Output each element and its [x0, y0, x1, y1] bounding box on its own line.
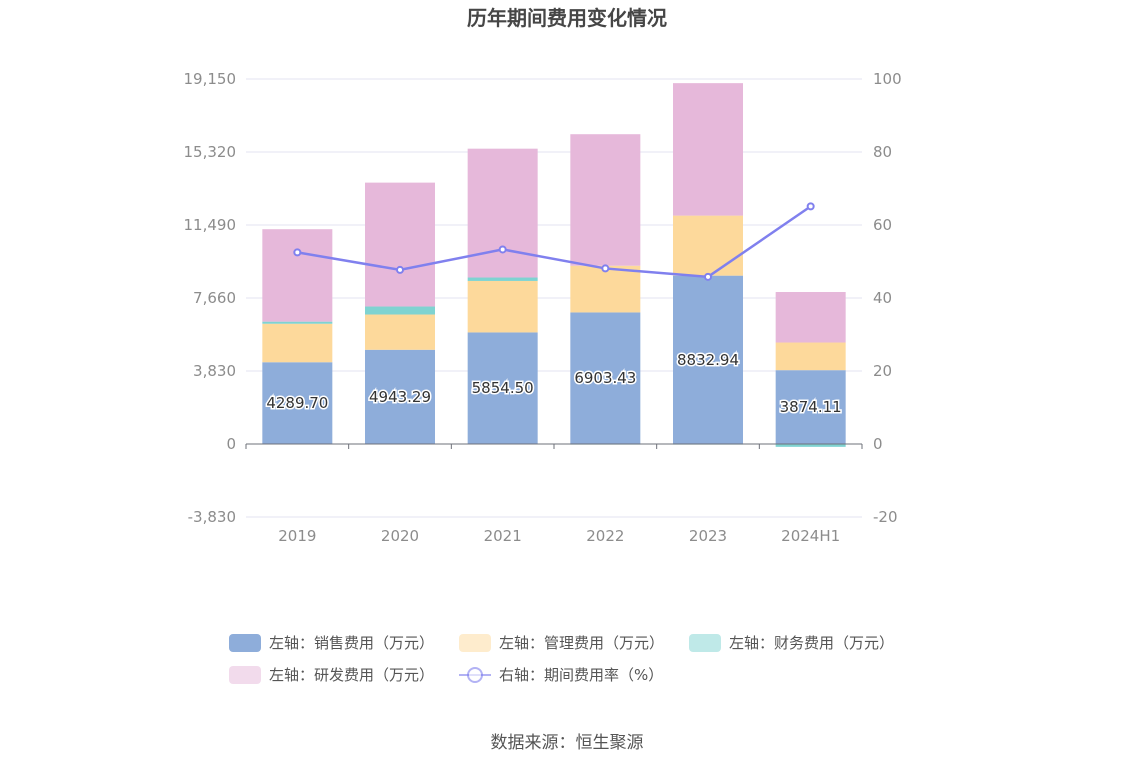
y-left-tick-label: -3,830	[188, 508, 236, 526]
legend-item[interactable]: 左轴：财务费用（万元）	[689, 634, 894, 652]
x-tick-label: 2023	[689, 527, 727, 545]
y-right-tick-label: 100	[873, 70, 902, 88]
legend-label: 左轴：财务费用（万元）	[729, 634, 894, 652]
x-axis	[245, 443, 863, 449]
bar-segment	[365, 182, 435, 307]
y-left-tick-label: 19,150	[184, 70, 237, 88]
x-axis-labels: 2019 2020 2021 2022 2023 2024H1	[278, 527, 840, 545]
rate-point	[601, 264, 610, 273]
bar-segment	[570, 134, 641, 266]
legend-item[interactable]: 左轴：管理费用（万元）	[459, 634, 664, 652]
rate-line	[293, 202, 815, 281]
y-right-tick-label: 80	[873, 143, 892, 161]
y-right-tick-label: -20	[873, 508, 898, 526]
y-axis-right: -20 0 20 40 60 80 100	[873, 70, 902, 526]
bar-segment	[467, 148, 538, 278]
bar-segment	[262, 321, 333, 324]
bar-segment	[262, 362, 333, 444]
legend-swatch	[689, 634, 721, 652]
y-left-tick-label: 15,320	[184, 143, 237, 161]
legend-item[interactable]: 右轴：期间费用率（%）	[459, 666, 663, 684]
x-tick-label: 2021	[484, 527, 522, 545]
y-left-tick-label: 0	[226, 435, 236, 453]
legend-item[interactable]: 左轴：销售费用（万元）	[229, 634, 434, 652]
bar-value-label: 6903.43	[574, 369, 636, 387]
bar-segment	[262, 229, 333, 322]
x-tick-label: 2020	[381, 527, 419, 545]
y-axis-left: -3,830 0 3,830 7,660 11,490 15,320 19,150	[184, 70, 237, 526]
y-right-tick-label: 40	[873, 289, 892, 307]
bar-segment	[365, 306, 435, 315]
legend-label: 左轴：销售费用（万元）	[269, 634, 434, 652]
y-left-tick-label: 7,660	[193, 289, 236, 307]
bar-value-label: 3874.11	[780, 398, 842, 416]
rate-point	[396, 265, 404, 274]
bar-value-label: 8832.94	[677, 351, 739, 369]
rate-point	[704, 272, 712, 281]
legend-item[interactable]: 左轴：研发费用（万元）	[229, 666, 434, 684]
y-left-tick-label: 3,830	[193, 362, 236, 380]
y-right-tick-label: 60	[873, 216, 892, 234]
y-left-tick-label: 11,490	[184, 216, 237, 234]
legend-label: 左轴：研发费用（万元）	[269, 666, 434, 684]
chart-title: 历年期间费用变化情况	[467, 6, 667, 30]
data-source: 数据来源：恒生聚源	[491, 733, 644, 753]
bar-value-label: 5854.50	[472, 379, 534, 397]
rate-point	[498, 245, 507, 254]
x-tick-label: 2019	[278, 527, 316, 545]
bar-segment	[365, 314, 435, 350]
bar-segment	[262, 323, 333, 363]
y-right-tick-label: 0	[873, 435, 883, 453]
rate-line-path	[297, 205, 812, 279]
bar-segment	[673, 83, 743, 216]
legend-label: 右轴：期间费用率（%）	[499, 666, 663, 684]
bar-segment	[775, 370, 846, 444]
bar-segment	[570, 312, 641, 444]
bar-segment	[775, 444, 846, 447]
bar-value-label: 4943.29	[369, 388, 431, 406]
bar-segment	[365, 349, 435, 444]
rate-point	[293, 248, 302, 257]
legend-marker	[467, 667, 483, 683]
bar-segment	[467, 280, 538, 333]
bars	[262, 83, 846, 447]
legend-swatch	[229, 666, 261, 684]
bar-segment	[570, 265, 641, 313]
x-tick-label: 2022	[586, 527, 624, 545]
bar-segment	[673, 275, 743, 444]
legend-swatch	[229, 634, 261, 652]
bar-segment	[467, 332, 538, 444]
y-right-tick-label: 20	[873, 362, 892, 380]
bar-segment	[775, 292, 846, 343]
gridlines	[246, 78, 862, 518]
bar-value-label: 4289.70	[266, 394, 328, 412]
x-tick-label: 2024H1	[781, 527, 840, 545]
bar-segment	[775, 342, 846, 371]
bar-segment	[467, 277, 538, 281]
bar-labels: 4289.70 4943.29 5854.50 6903.43 8832.94 3874.…	[265, 349, 843, 417]
legend-label: 左轴：管理费用（万元）	[499, 634, 664, 652]
legend-swatch	[459, 634, 491, 652]
bar-segment	[673, 215, 743, 276]
legend: 左轴：销售费用（万元） 左轴：管理费用（万元） 左轴：财务费用（万元） 左轴：研发费用…	[229, 634, 894, 684]
rate-point	[806, 202, 815, 211]
